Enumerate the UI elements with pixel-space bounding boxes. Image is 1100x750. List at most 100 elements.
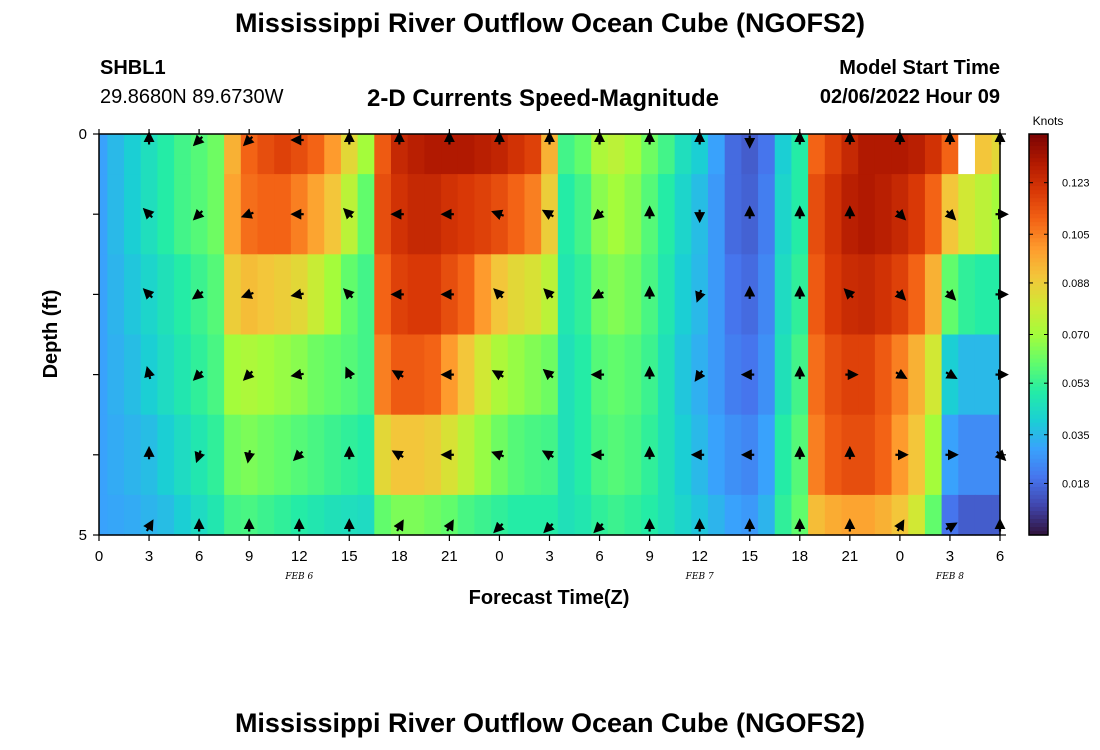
colorbar-segment — [1029, 466, 1048, 472]
heatmap-cell — [607, 414, 626, 496]
heatmap-cell — [140, 134, 158, 175]
heatmap-cell — [107, 494, 125, 536]
colorbar-segment — [1029, 142, 1048, 147]
heatmap-cell — [724, 254, 742, 336]
heatmap-cell — [207, 174, 225, 255]
date-label: FEB 6 — [284, 572, 313, 582]
current-vector — [944, 208, 957, 221]
x-tick-label: 9 — [645, 548, 653, 565]
colorbar-segment — [1029, 298, 1048, 304]
heatmap-cell — [624, 174, 642, 255]
heatmap-cell — [457, 254, 476, 336]
colorbar-segment — [1029, 150, 1048, 155]
x-tick-label: 3 — [946, 548, 954, 565]
current-vector — [695, 289, 706, 303]
current-vector — [543, 288, 555, 300]
x-tick-label: 0 — [495, 548, 503, 565]
x-tick-label: 15 — [341, 548, 358, 565]
colorbar-segment — [1029, 358, 1048, 364]
current-vector — [342, 288, 355, 300]
heatmap-cell — [174, 414, 192, 496]
heatmap-cell — [157, 494, 175, 536]
heatmap-cell — [324, 254, 342, 336]
heatmap-cell — [374, 134, 392, 175]
heatmap-cell — [424, 174, 442, 255]
colorbar-segment — [1029, 222, 1048, 227]
current-vectors — [142, 131, 1009, 534]
heatmap-cell — [307, 174, 325, 255]
heatmap-cell — [991, 134, 1001, 175]
colorbar-segment — [1029, 418, 1048, 424]
heatmap-cell — [474, 334, 492, 416]
heatmap-cell — [858, 494, 876, 536]
heatmap-cell — [574, 414, 592, 496]
heatmap-cell — [207, 134, 225, 175]
heatmap-cell — [224, 494, 242, 536]
heatmap-cell — [557, 174, 576, 255]
colorbar-segment — [1029, 462, 1048, 468]
heatmap-cell — [941, 134, 959, 175]
colorbar-segment — [1029, 198, 1048, 203]
colorbar-segment — [1029, 486, 1048, 492]
heatmap-cell — [674, 494, 692, 536]
colorbar-segment — [1029, 382, 1048, 388]
heatmap-cell — [758, 254, 776, 336]
footer-title: Mississippi River Outflow Ocean Cube (NG… — [234, 708, 866, 738]
colorbar-segment — [1029, 502, 1048, 508]
colorbar-segment — [1029, 154, 1048, 159]
colorbar-segment — [1029, 146, 1048, 151]
heatmap-cell — [207, 414, 225, 496]
colorbar-segment — [1029, 478, 1048, 484]
heatmap-cell — [657, 174, 676, 255]
heatmap-cell — [557, 334, 576, 416]
current-vector — [541, 450, 555, 461]
current-vector — [345, 366, 356, 380]
heatmap-cell — [557, 254, 576, 336]
colorbar-segment — [1029, 414, 1048, 420]
x-tick-label: 6 — [996, 548, 1004, 565]
current-vector — [593, 521, 605, 534]
heatmap-cell — [708, 174, 726, 255]
heatmap-cell — [407, 174, 425, 255]
current-vector — [192, 369, 205, 381]
colorbar-segment — [1029, 234, 1048, 239]
colorbar-segment — [1029, 430, 1048, 436]
heatmap-cell — [624, 134, 642, 175]
colorbar-segment — [1029, 178, 1048, 183]
heatmap-cell — [207, 494, 225, 536]
heatmap-cell — [474, 134, 492, 175]
heatmap-cell — [174, 134, 192, 175]
heatmap-cell — [274, 254, 292, 336]
current-vector — [945, 522, 958, 533]
heatmap-cell — [507, 334, 526, 416]
heatmap-cell — [874, 494, 893, 536]
heatmap-cell — [207, 254, 225, 336]
heatmap-cell — [941, 494, 959, 536]
heatmap-cell — [657, 414, 676, 496]
x-tick-label: 18 — [391, 548, 408, 565]
colorbar-segment — [1029, 158, 1048, 163]
current-vector — [592, 208, 605, 220]
heatmap-cell — [874, 334, 893, 416]
colorbar-segment — [1029, 174, 1048, 179]
heatmap-cell — [374, 254, 392, 336]
heatmap-cell — [908, 494, 926, 536]
colorbar-tick-label: 0.123 — [1062, 178, 1090, 190]
colorbar-segment — [1029, 450, 1048, 456]
colorbar-segment — [1029, 246, 1048, 251]
heatmap-cell — [407, 254, 425, 336]
heatmap-cell — [874, 414, 893, 496]
heatmap-cell — [474, 414, 492, 496]
heatmap-cell — [374, 174, 392, 255]
heatmap-cell — [507, 414, 526, 496]
heatmap-cell — [974, 134, 993, 175]
colorbar-segment — [1029, 270, 1048, 275]
current-vector — [491, 209, 505, 221]
heatmap-cell — [908, 414, 926, 496]
colorbar-tick-label: 0.070 — [1062, 330, 1090, 342]
heatmap-cell — [691, 134, 709, 175]
heatmap-cell — [974, 334, 993, 416]
x-axis-label: Forecast Time(Z) — [469, 587, 630, 609]
colorbar-segment — [1029, 350, 1048, 356]
heatmap-cell — [574, 254, 592, 336]
